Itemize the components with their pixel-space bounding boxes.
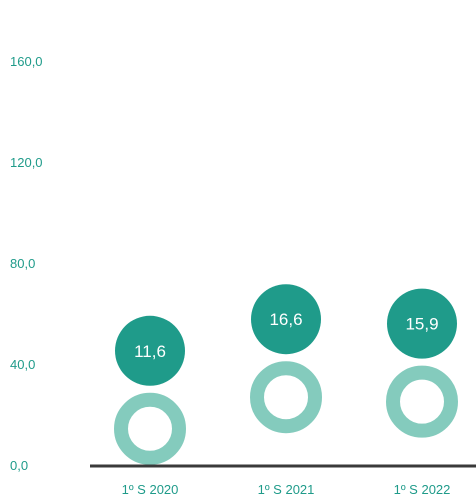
data-label: 11,6 [134,342,166,361]
value-bubbles: 11,6 16,6 15,9 [115,284,457,386]
data-label: 16,6 [269,310,302,329]
bar-ring [114,392,186,465]
x-axis-labels: 1º S 2020 1º S 2021 1º S 2022 [122,482,451,497]
y-axis-ticks: 0,0 40,0 80,0 120,0 160,0 [10,54,43,473]
value-bubble [251,284,321,355]
y-tick-label: 160,0 [10,54,43,69]
bar-ring [386,365,458,438]
x-tick-label: 1º S 2021 [258,482,315,497]
value-bubble [387,288,457,359]
y-tick-label: 0,0 [10,458,28,473]
y-tick-label: 40,0 [10,357,35,372]
data-label: 15,9 [405,315,438,334]
y-tick-label: 120,0 [10,155,43,170]
bar-ring [250,361,322,434]
value-bubble [115,315,185,386]
x-tick-label: 1º S 2020 [122,482,179,497]
y-tick-label: 80,0 [10,256,35,271]
x-tick-label: 1º S 2022 [394,482,451,497]
bar-rings [114,361,458,465]
